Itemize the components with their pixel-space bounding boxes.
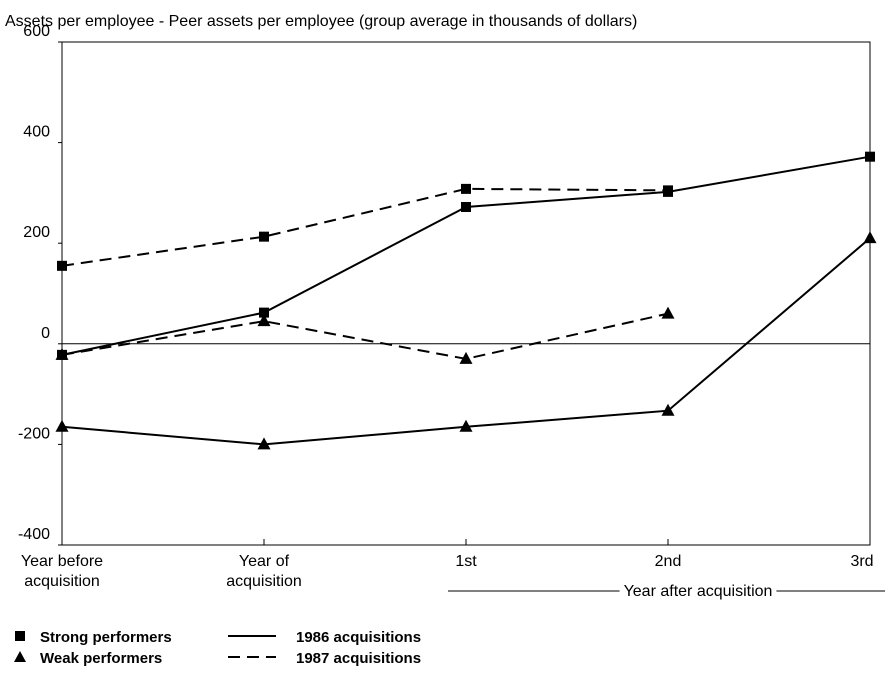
series-line [61,237,871,446]
square-marker [259,231,269,242]
triangle-marker [459,351,473,364]
legend-label: 1986 acquisitions [296,629,421,646]
y-tick-label: 600 [23,23,50,40]
x-tick-label: 2nd [654,553,682,570]
legend-marker [15,631,25,641]
square-marker [461,183,471,194]
plot-frame [61,41,871,546]
square-marker [461,201,471,212]
series-line [61,187,669,267]
triangle-marker [257,437,271,450]
triangle-marker [55,419,69,432]
x-tick-label: 3rd [850,553,874,570]
y-tick-label: 0 [41,325,50,342]
series-line [61,312,669,360]
x-group-label: Year after acquisition [624,583,773,600]
y-tick-label: 200 [23,224,50,241]
triangle-marker [661,306,675,319]
x-tick-label: Year before acquisition [20,553,104,590]
legend-label: Strong performers [40,629,172,646]
triangle-marker [661,403,675,416]
square-marker [57,260,67,271]
triangle-marker [459,419,473,432]
y-tick-label: 400 [23,124,50,141]
legend-label: 1987 acquisitions [296,650,421,667]
y-tick-label: -400 [18,526,50,543]
triangle-marker [863,231,877,244]
square-marker [259,307,269,318]
chart-title: Assets per employee - Peer assets per em… [5,13,637,30]
x-tick-label: Year of acquisition [226,553,302,590]
y-tick-label: -200 [18,425,50,442]
x-tick-label: 1st [455,553,477,570]
square-marker [663,185,673,196]
triangle-marker [257,314,271,327]
square-marker [865,151,875,162]
legend-marker [14,651,26,662]
triangle-marker [55,347,69,360]
legend-label: Weak performers [40,650,162,667]
